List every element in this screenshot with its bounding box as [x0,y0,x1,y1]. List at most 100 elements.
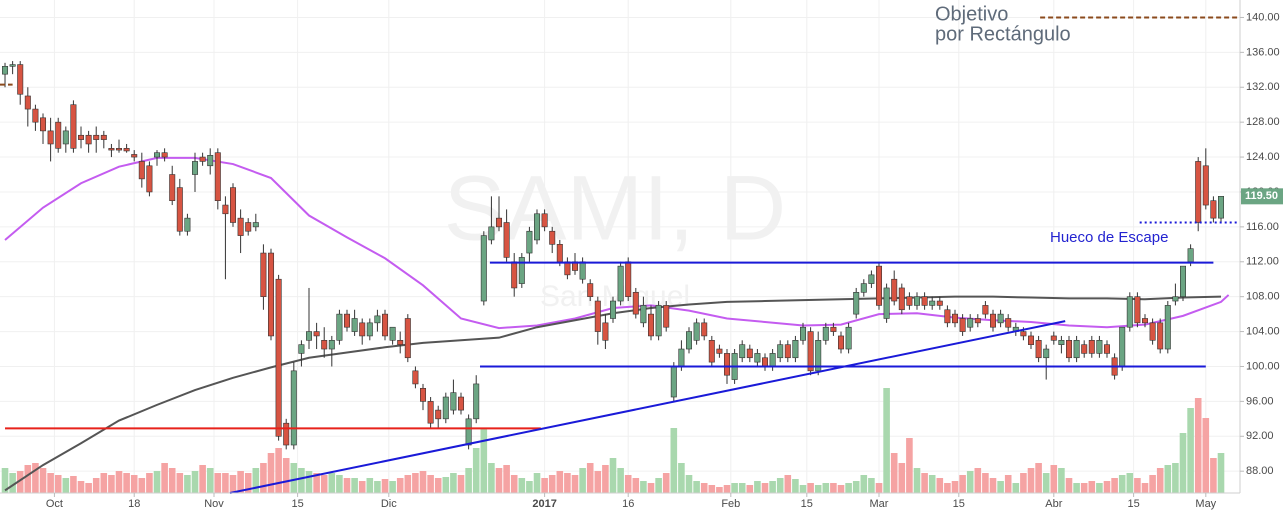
volume-bar [617,468,624,493]
candle-body [230,187,237,223]
volume-bar [480,428,488,493]
candle-body [336,313,343,341]
y-tick-label: 96.00 [1246,395,1274,407]
y-tick-label: 132.00 [1246,81,1280,93]
candle-body [123,148,130,152]
candle-body [473,383,480,420]
volume-bar [624,475,632,493]
candle-body [860,283,867,293]
candle-body [62,130,69,145]
volume-bar [115,471,123,493]
volume-bar [427,475,434,493]
volume-bar [685,475,693,493]
candle-body [564,261,571,276]
volume-bar [1210,458,1217,493]
volume-bar [1179,433,1187,493]
volume-bar [951,481,959,493]
volume-bar [898,463,906,493]
candle-body [298,344,305,354]
volume-bar [883,388,890,493]
volume-bar [875,483,883,493]
y-tick-label: 124.00 [1246,151,1280,163]
volume-bar [47,473,54,493]
candle-body [1202,165,1209,206]
x-tick-label: 15 [1127,498,1139,510]
x-tick-label: Abr [1045,498,1062,510]
candle-body [670,366,677,398]
volume-bar [488,463,495,493]
volume-bar [1149,475,1156,493]
x-tick-label: Feb [721,498,740,510]
candle-body [762,357,769,367]
x-tick-label: Mar [870,498,889,510]
candle-body [1043,348,1050,359]
volume-bar [267,453,275,493]
volume-bar [1118,475,1126,493]
volume-bar [1111,478,1118,493]
candle-body [929,300,936,306]
candle-body [1088,340,1095,354]
volume-bar [784,475,792,493]
candle-body [397,340,404,345]
candle-body [24,95,31,110]
candle-body [100,134,107,140]
volume-bar [822,483,830,493]
candle-body [1157,322,1164,350]
volume-bar [434,478,442,493]
x-tick-label: Oct [46,498,63,510]
candle-body [427,401,434,424]
candle-body [154,152,161,158]
candle-body [594,300,601,332]
candle-body [222,204,229,215]
candle-body [541,213,548,228]
candle-body [389,326,396,341]
y-tick-label: 116.00 [1246,221,1279,233]
candle-body [883,287,890,319]
volume-bar [130,475,138,493]
volume-bar [1073,483,1080,493]
volume-bar [199,465,206,493]
x-tick-label: May [1195,498,1216,510]
candle-body [610,300,617,319]
volume-bar [1080,483,1088,493]
candle-body [549,230,556,245]
volume-bar [852,481,860,493]
candle-body [93,134,100,140]
candle-body [990,313,997,328]
candle-body [374,315,381,324]
candle-body [245,222,252,232]
volume-bar [495,468,503,493]
candle-body [237,217,244,236]
volume-bar [54,475,62,493]
volume-bar [700,483,708,493]
volume-bar [161,463,168,493]
candle-body [1005,318,1012,328]
volume-bar [206,468,214,493]
axes: 88.00 92.00 96.00 100.00 104.00 108.00 112.00 1… [46,11,1283,510]
candle-body [9,64,16,67]
x-tick-label: Dic [381,498,397,510]
volume-bar [320,475,328,493]
y-tick-label: 112.00 [1246,256,1279,268]
volume-bar [1141,483,1149,493]
volume-bar [1020,473,1027,493]
volume-bar [1194,398,1202,493]
candle-body [1081,344,1088,354]
candle-body [746,348,753,359]
candle-body [382,313,389,337]
candle-body [632,292,639,315]
volume-bar [366,478,374,493]
volume-bar [237,471,244,493]
volume-bar [244,473,252,493]
candle-body [435,409,442,420]
candle-body [898,287,905,311]
volume-bar [9,473,16,493]
y-tick-label: 104.00 [1246,325,1280,337]
candle-body [283,422,290,446]
y-tick-label: 100.00 [1246,360,1280,372]
watermark-title: SAMI, D [444,157,786,259]
candle-body [724,353,731,376]
volume-bar [1187,408,1194,493]
candle-body [465,418,472,446]
volume-bar [982,473,989,493]
